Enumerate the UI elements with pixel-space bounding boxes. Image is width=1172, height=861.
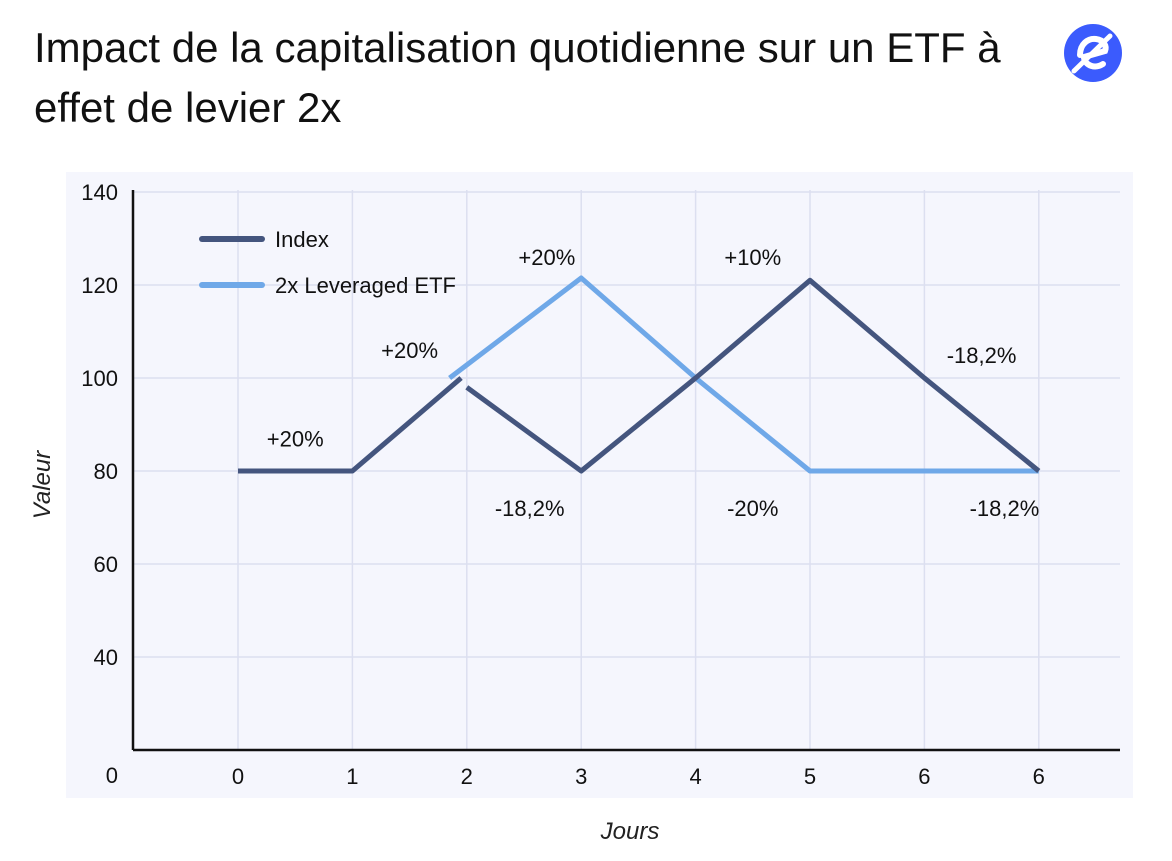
data-label: -18,2%	[970, 496, 1040, 521]
x-axis-ticks: 0 1 2 3 4 5 6 6	[232, 764, 1045, 789]
legend-label: 2x Leveraged ETF	[275, 273, 456, 298]
data-label: -20%	[727, 496, 778, 521]
y-axis-label: Valeur	[29, 450, 56, 519]
data-label: -18,2%	[947, 343, 1017, 368]
data-label: +20%	[267, 426, 324, 451]
x-tick-label: 1	[346, 764, 358, 789]
x-tick-label: 2	[461, 764, 473, 789]
y-tick-label: 100	[81, 366, 118, 391]
y-tick-label: 40	[94, 645, 118, 670]
legend-label: Index	[275, 227, 329, 252]
axes	[131, 190, 1120, 752]
legend: Index 2x Leveraged ETF	[199, 227, 456, 298]
data-label: +10%	[724, 245, 781, 270]
y-tick-label: 80	[94, 459, 118, 484]
data-label: +20%	[381, 338, 438, 363]
series-lines	[238, 275, 1041, 474]
x-tick-label: 3	[575, 764, 587, 789]
y-tick-label: 0	[106, 763, 118, 788]
x-tick-label: 4	[689, 764, 701, 789]
x-tick-label: 0	[232, 764, 244, 789]
y-tick-label: 120	[81, 273, 118, 298]
x-tick-label: 6	[1033, 764, 1045, 789]
x-axis-label: Jours	[600, 818, 660, 845]
e-logo-icon	[1064, 24, 1122, 82]
annotations: +20% +20% +20% -18,2% +10% -20% -18,2% -18,2%	[267, 245, 1040, 521]
series-line	[465, 277, 1041, 474]
data-label: +20%	[518, 245, 575, 270]
chart-title: Impact de la capitalisation quotidienne …	[34, 24, 1001, 131]
x-tick-label: 5	[804, 764, 816, 789]
y-tick-label: 140	[81, 180, 118, 205]
plot-background	[66, 172, 1133, 798]
series-line	[238, 376, 463, 474]
x-tick-label: 6	[918, 764, 930, 789]
y-axis-ticks: 0 40 60 80 100 120 140	[81, 180, 118, 788]
data-label: -18,2%	[495, 496, 565, 521]
y-tick-label: 60	[94, 552, 118, 577]
